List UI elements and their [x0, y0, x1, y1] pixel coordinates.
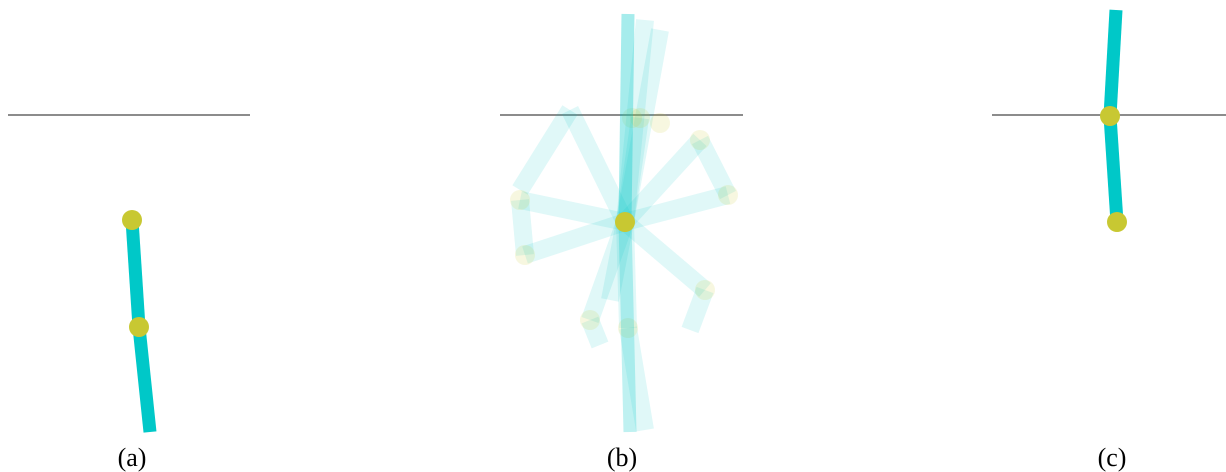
panel-b-trail-joint-0 [510, 190, 530, 210]
panel-a-pole-lower [132, 326, 157, 433]
panel-b-caption: (b) [607, 443, 637, 472]
panel-b-trail-pole-8 [581, 218, 634, 324]
panel-a: (a) [8, 114, 250, 472]
panel-b-trail-pole-0 [518, 191, 627, 231]
panel-b-trail-pole-4 [618, 133, 707, 229]
panel-b-pole-lower-current [618, 221, 637, 433]
panel-b-trail-joint-8 [650, 113, 670, 133]
panel-b-trail-joint-5 [695, 280, 715, 300]
panel-b-trail-pole-5 [622, 186, 731, 231]
panel-b-trail-pole-12 [511, 199, 534, 256]
panel-b-trail-joint-1 [515, 245, 535, 265]
panel-c-pole-upper [1103, 9, 1123, 117]
panel-b-trail-pole-11 [601, 220, 634, 302]
panel-a-pole-upper [125, 219, 146, 328]
panel-a-caption: (a) [118, 443, 147, 472]
panel-b-pole-upper-current [618, 13, 635, 223]
panel-a-joint-top [122, 210, 142, 230]
panel-b-trail-pole-15 [581, 316, 609, 349]
panel-b-trail-pole-16 [512, 105, 578, 195]
panel-b-pivot-joint [615, 212, 635, 232]
panel-c-joint-middle [1100, 106, 1120, 126]
panel-c: (c) [992, 9, 1226, 472]
panel-b-trail-pole-1 [522, 213, 628, 264]
panel-b: (b) [500, 13, 743, 472]
panel-b-trail-pole-13 [619, 326, 654, 432]
panel-b-trail-joint-4 [718, 185, 738, 205]
panel-a-joint-middle [129, 317, 149, 337]
panel-b-trail-pole-9 [616, 28, 669, 224]
panel-c-pole-lower [1103, 115, 1124, 223]
panel-b-trail-pole-6 [619, 215, 711, 297]
panel-b-trail-pole-14 [681, 286, 714, 334]
panel-b-trail-pole-2 [561, 106, 634, 226]
panel-b-trail-joint-7 [580, 310, 600, 330]
panel-b-trail-joint-6 [618, 318, 638, 338]
panel-c-caption: (c) [1098, 443, 1127, 472]
panel-b-trail-joint-3 [690, 130, 710, 150]
panel-b-trail-joint-9 [622, 108, 642, 128]
panel-b-trail-pole-3 [616, 116, 649, 224]
panel-b-trail-joint-2 [630, 108, 650, 128]
panel-b-trail-pole-7 [616, 221, 637, 329]
panel-b-trail-pole-10 [616, 19, 654, 223]
panel-b-motion-trail [510, 19, 738, 432]
panel-b-trail-pole-17 [691, 135, 737, 200]
panel-c-joint-bottom [1107, 212, 1127, 232]
